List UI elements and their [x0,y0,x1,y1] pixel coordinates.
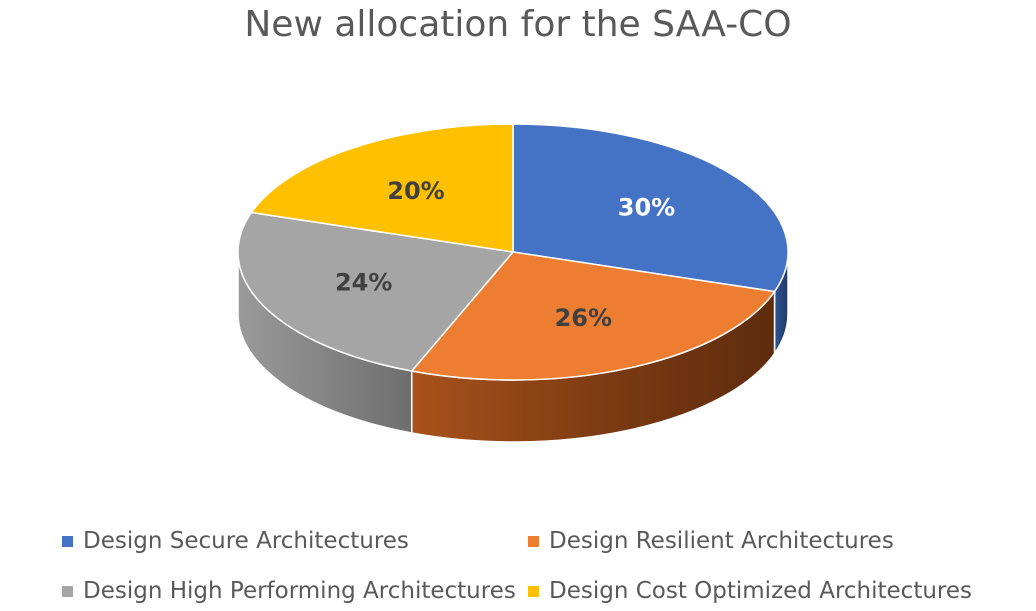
data-label-resilient: 26% [555,304,612,332]
pie-slice-high-performing [237,211,514,372]
data-label-high-performing: 24% [335,269,392,297]
chart-title: New allocation for the SAA-CO [244,4,792,45]
data-label-cost-optimized: 20% [387,177,444,205]
pie-slice-secure [512,123,789,293]
data-label-secure: 30% [618,193,675,221]
pie-slice-cost-optimized [250,123,514,253]
pie-slice-resilient [411,251,776,381]
